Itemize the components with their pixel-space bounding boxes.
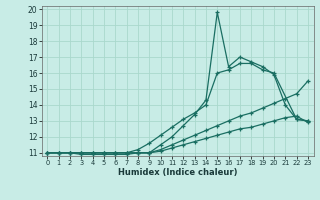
- X-axis label: Humidex (Indice chaleur): Humidex (Indice chaleur): [118, 168, 237, 177]
